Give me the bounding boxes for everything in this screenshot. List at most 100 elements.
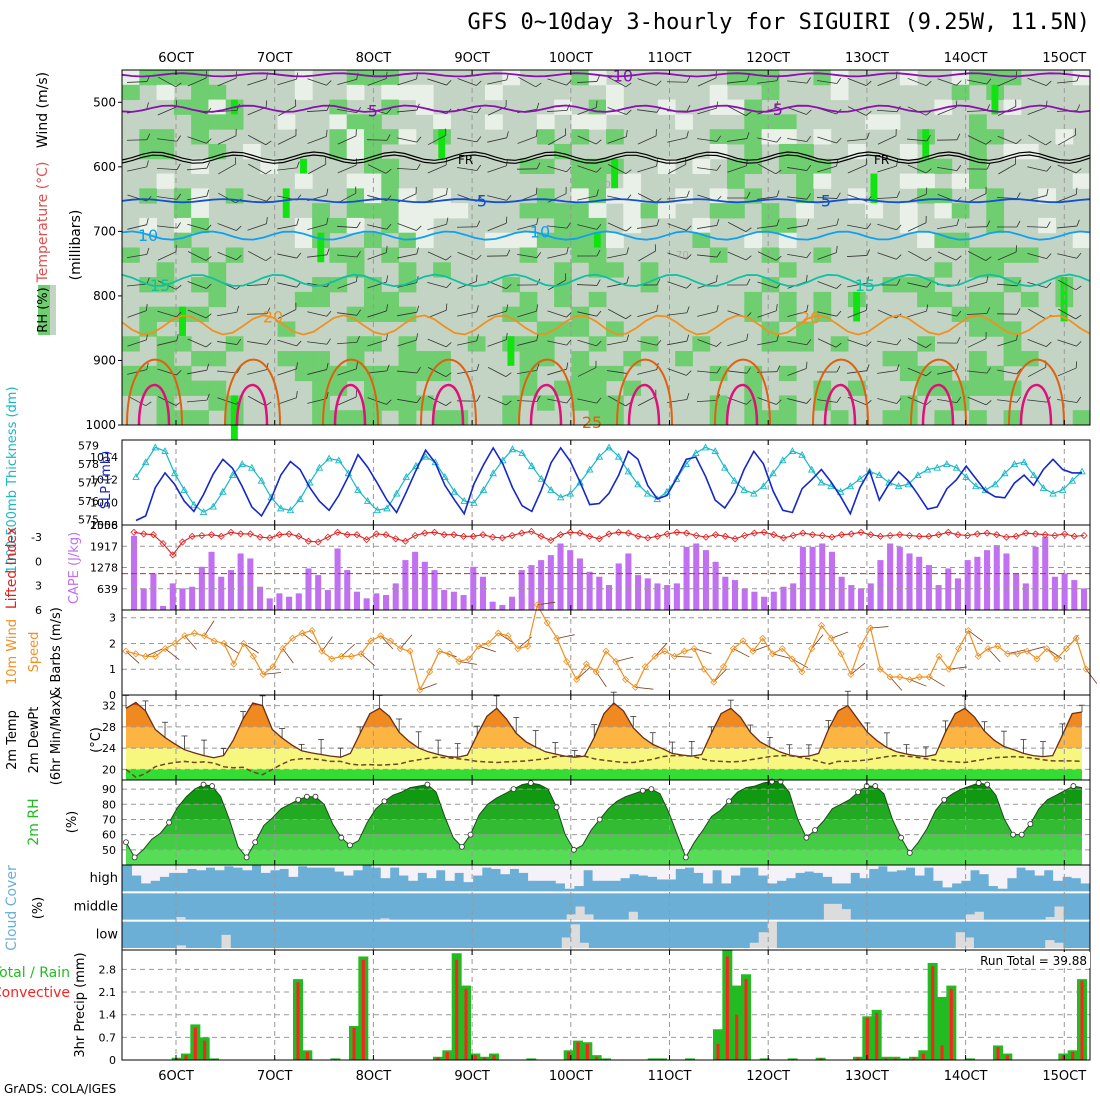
thickness-marker (180, 485, 189, 493)
rh-cell (398, 410, 417, 426)
wind-barb (666, 76, 691, 83)
wind-barb-staff (397, 370, 417, 374)
wind-barb (907, 135, 931, 142)
wind-barb (1057, 361, 1077, 377)
cloud-cover-cell (601, 865, 612, 881)
wind-barb-flag (1016, 279, 1021, 287)
wind10-marker (710, 678, 718, 686)
wind10-barb-staff (125, 650, 140, 664)
wind-barb-staff (817, 338, 837, 348)
wind-barb-staff (667, 312, 687, 316)
lifted-index-marker (382, 531, 390, 539)
wind-barb-flag (746, 132, 750, 139)
wind-barb-flag (386, 333, 388, 341)
time-label-bottom: 6OCT (158, 1069, 194, 1084)
wind10-barb (302, 632, 317, 645)
wind-barb (217, 128, 237, 145)
wind-barb (127, 247, 150, 259)
wind-barb-flag (956, 164, 962, 171)
wind-barb (337, 251, 361, 258)
rh-cell (813, 291, 832, 308)
wind-barb-staff (576, 284, 598, 286)
wind10-marker (249, 652, 257, 660)
wind10-marker (592, 668, 600, 676)
wind10-barb (733, 648, 750, 658)
wind-barb-staff (187, 136, 207, 144)
lifted-index-marker (537, 532, 545, 540)
wind-barb-flag (355, 129, 357, 136)
cape-bar (887, 543, 894, 610)
rh-cell (986, 217, 1005, 234)
wind-barb-flag (1075, 285, 1082, 291)
rh2m-marker (1070, 783, 1077, 789)
wind-barb-staff (937, 399, 957, 403)
lifted-index-marker (353, 531, 361, 539)
wind10-marker (465, 655, 473, 663)
cape-bar (150, 573, 157, 610)
cloud-cover-cell (955, 932, 965, 948)
lifted-index-marker (576, 529, 584, 537)
wind-barb-flag (986, 78, 992, 85)
wind-barb (457, 136, 482, 143)
rh-cell (778, 129, 797, 145)
wind-barb-staff (367, 164, 387, 174)
wind-barb-flag (386, 364, 390, 372)
rh-axis-label: RH (%) (36, 287, 51, 332)
cloud-cover-cell (657, 865, 667, 880)
wind-barb-staff (247, 250, 267, 262)
rh-cell (709, 395, 728, 411)
precip-convective-bar (735, 1014, 739, 1060)
rh2m-marker (855, 789, 861, 796)
wind-barb-staff (937, 166, 957, 172)
thickness-marker (528, 461, 536, 469)
wind-barb-flag (596, 249, 601, 257)
rh-cell (294, 291, 313, 308)
wind-barb-staff (697, 107, 717, 115)
rh-cell (1020, 351, 1039, 367)
wind-barb-flag (446, 282, 452, 288)
temp-contour (121, 273, 1091, 288)
wind-barb (787, 164, 812, 171)
wind-barb-flag (1076, 104, 1081, 111)
cloud-cover-cell (546, 865, 557, 881)
cloud-cover-cell (159, 865, 170, 877)
cloud-cover-cell (749, 942, 760, 948)
wind-barb-flag (476, 305, 479, 312)
cape-bar (1003, 553, 1010, 610)
wind-barb-staff (187, 338, 207, 348)
rh-cell (588, 291, 607, 308)
thickness-marker (1049, 489, 1057, 497)
rh-cell (381, 291, 400, 308)
rh-cell (294, 84, 313, 101)
wind-barb (217, 305, 240, 317)
cloud-cover-cell (638, 865, 649, 876)
wind-barb (577, 135, 602, 145)
rh-cell (778, 395, 797, 411)
wind10-barb-staff (909, 679, 927, 687)
wind-barb-flag (416, 367, 421, 374)
precip-convective-bar (483, 1057, 487, 1060)
wind-barb (336, 221, 361, 229)
wind-barb-staff (247, 194, 267, 202)
wind-barb (517, 129, 538, 144)
wind-barb-flag (956, 310, 962, 317)
wind-barb-staff (187, 369, 207, 375)
lifted-index-marker (489, 533, 497, 541)
wind-barb-staff (637, 193, 657, 203)
cape-bar (450, 591, 457, 610)
wind10-marker (719, 663, 728, 671)
wind-barb-flag (566, 80, 572, 86)
wind-barb-staff (577, 224, 597, 230)
cape-tick-label: 1278 (90, 562, 118, 575)
slp-tick-label: 1012 (90, 474, 118, 487)
wind-barb-staff (697, 370, 717, 374)
wind-barb-staff (1057, 367, 1077, 377)
rh-cell (969, 114, 987, 130)
rh-cell (191, 277, 209, 293)
cloud-cover-cell (564, 865, 575, 889)
cloud-cover-cell (575, 906, 585, 920)
cloud-cover-cell (176, 917, 186, 920)
cape-bar (237, 553, 244, 610)
wind-barb-staff (696, 399, 718, 403)
rh-cell (415, 217, 434, 234)
